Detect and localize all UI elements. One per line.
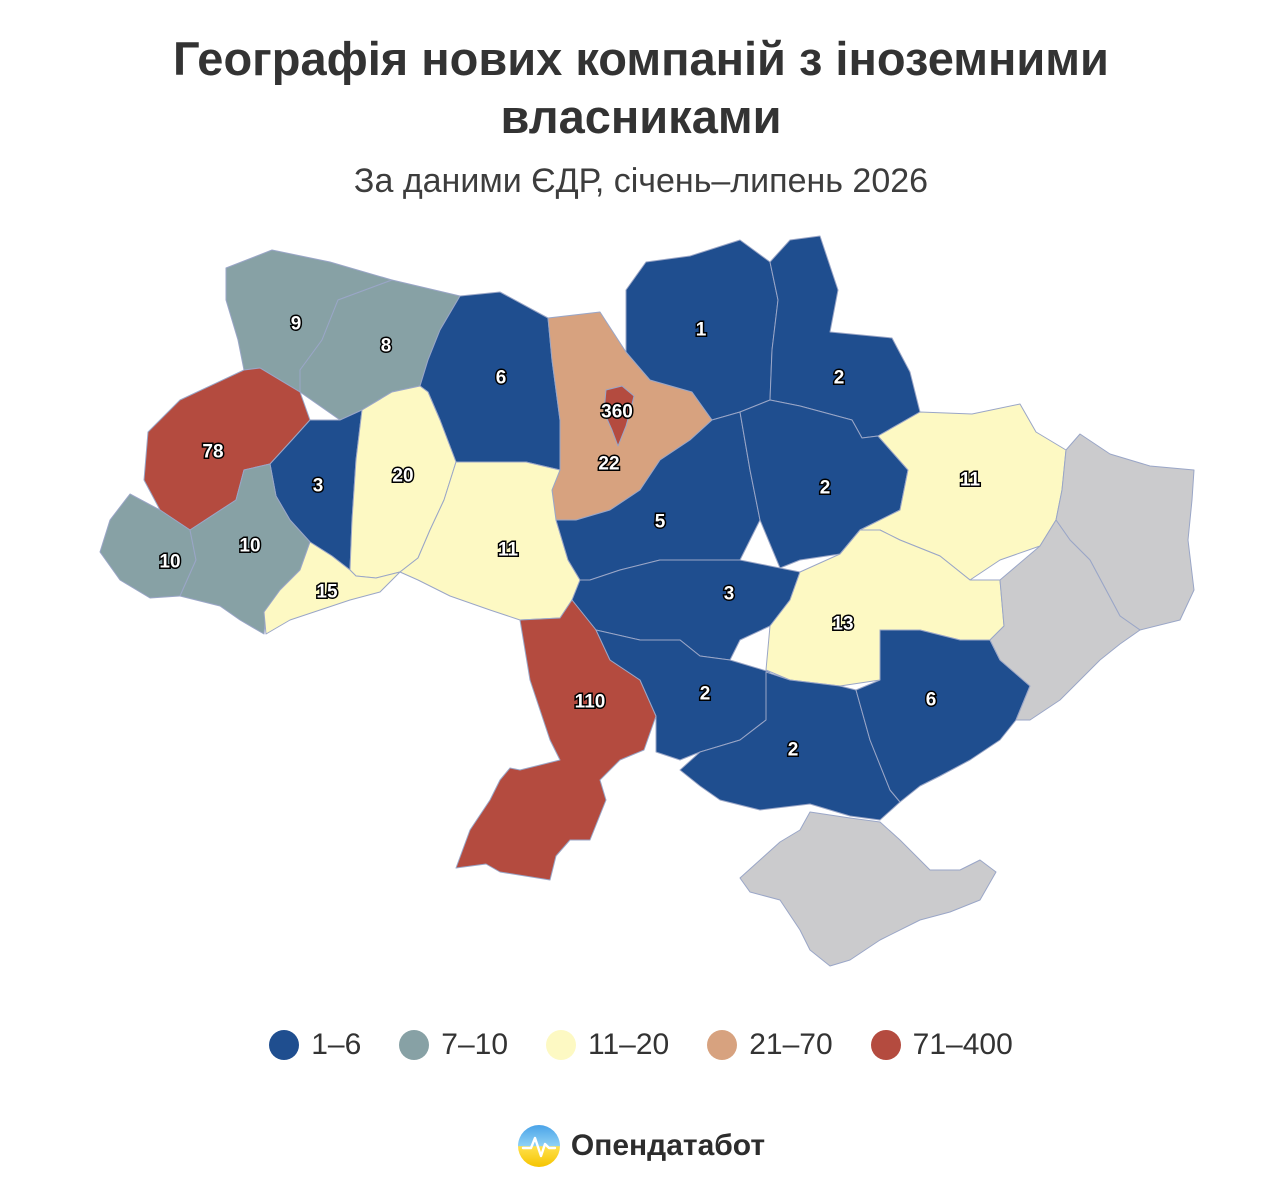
region-kyiv-city	[603, 385, 635, 447]
label-kyiv-oblast: 22	[598, 454, 619, 475]
label-rivne: 8	[381, 336, 392, 357]
map-title-text: Географія нових компаній з іноземними вл…	[173, 32, 1109, 143]
legend-label: 7–10	[441, 1028, 509, 1061]
label-kyiv-city: 360	[601, 402, 633, 423]
region-donetsk	[989, 519, 1141, 721]
map-legend: 1–6 7–10 11–20 21–70 71–400	[0, 1028, 1282, 1062]
legend-label: 1–6	[311, 1028, 362, 1061]
legend-item: 1–6	[269, 1028, 361, 1062]
region-chernivtsi	[263, 541, 401, 635]
label-zakarpattia: 10	[159, 552, 180, 573]
label-mykolaiv: 2	[700, 684, 711, 705]
legend-swatch	[870, 1030, 901, 1060]
region-cherkasy	[555, 411, 761, 581]
legend-swatch	[707, 1030, 738, 1060]
label-chernivtsi: 15	[316, 582, 338, 603]
label-kharkiv: 11	[960, 470, 981, 491]
map-subtitle: За даними ЄДР, січень–липень 2026	[353, 162, 929, 200]
label-dnipropetrovsk: 13	[832, 614, 853, 635]
legend-swatch	[399, 1030, 430, 1060]
legend-swatch	[546, 1030, 577, 1060]
label-zaporizhzhia: 6	[926, 690, 937, 711]
brand-name: Опендатабот	[570, 1129, 766, 1162]
region-kherson	[679, 671, 901, 821]
label-odesa: 110	[575, 692, 606, 713]
label-cherkasy: 5	[655, 512, 666, 533]
legend-item: 21–70	[707, 1028, 833, 1062]
region-zakarpattia	[99, 493, 197, 599]
brand: Опендатабот	[0, 1124, 1282, 1168]
legend-label: 71–400	[912, 1028, 1013, 1061]
legend-item: 71–400	[870, 1028, 1013, 1062]
labels-layer: 9 8 6 360 22 1 2 78 3 20 11 5 2 11 10 10…	[158, 312, 982, 762]
label-ternopil: 3	[313, 476, 324, 497]
region-kharkiv	[859, 403, 1067, 581]
label-kirovohrad: 3	[724, 584, 735, 605]
label-volyn: 9	[291, 314, 302, 335]
legend-label: 21–70	[749, 1028, 833, 1061]
legend-item: 7–10	[399, 1028, 508, 1062]
legend-label: 11–20	[588, 1028, 670, 1061]
label-kherson: 2	[788, 740, 799, 761]
label-zhytomyr: 6	[496, 368, 507, 389]
region-crimea	[739, 811, 997, 967]
label-chernihiv: 1	[696, 320, 707, 341]
label-vinnytsia: 11	[498, 540, 519, 561]
regions-layer	[99, 235, 1195, 967]
label-lviv: 78	[202, 442, 223, 463]
legend-item: 11–20	[546, 1028, 669, 1062]
region-zaporizhzhia	[855, 629, 1031, 803]
label-khmelnytskyi: 20	[392, 466, 413, 487]
label-ivano-frankivsk: 10	[239, 536, 260, 557]
label-sumy: 2	[834, 368, 845, 389]
map-title: Географія нових компаній з іноземними вл…	[0, 30, 1282, 146]
label-poltava: 2	[820, 478, 831, 499]
opendatabot-logo-icon	[517, 1125, 560, 1167]
legend-swatch	[269, 1030, 300, 1060]
